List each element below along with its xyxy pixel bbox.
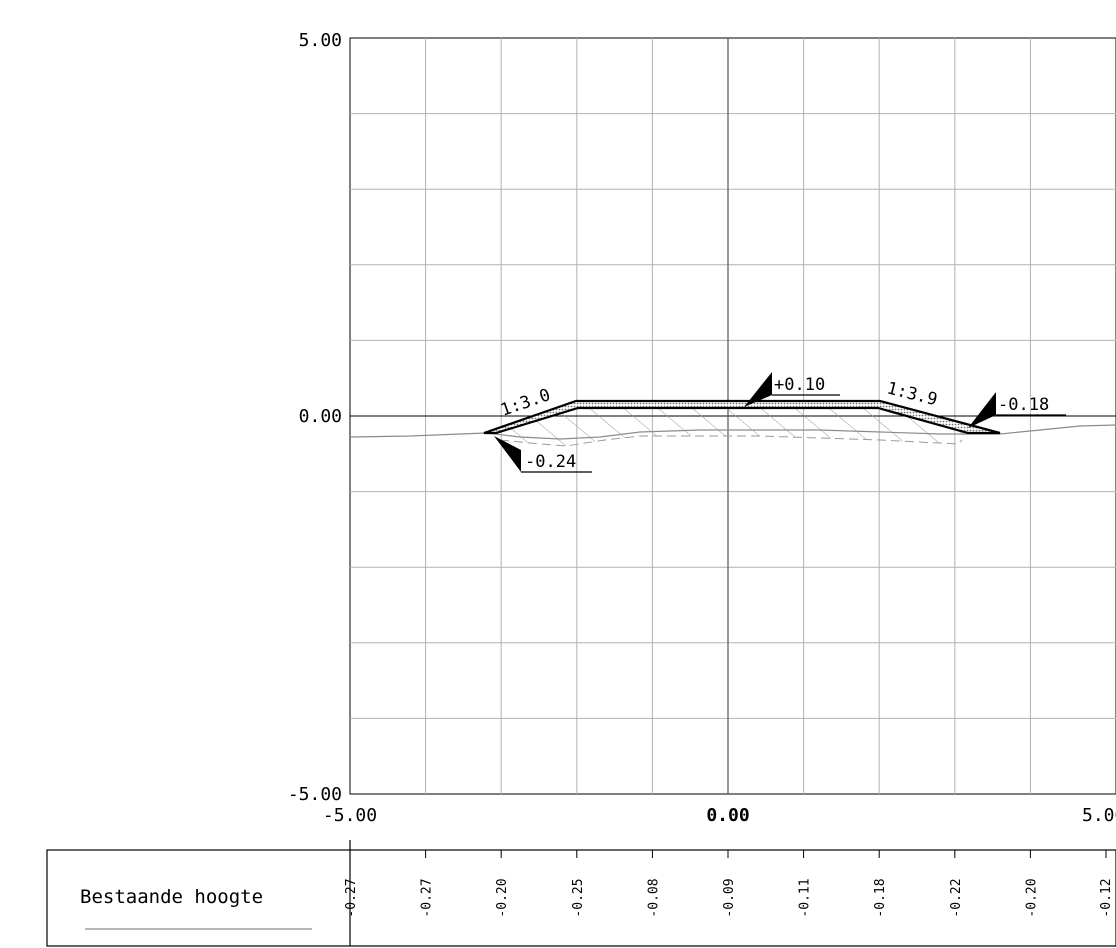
level-triangle-icon [744, 372, 772, 407]
toe-left-level-marker: -0.24 [494, 436, 592, 473]
table-value: -0.12 [1099, 878, 1114, 917]
level-triangle-icon [494, 436, 521, 472]
table-value: -0.20 [1024, 878, 1039, 917]
x-axis-center-label: 0.00 [706, 805, 749, 826]
table-value: -0.22 [949, 878, 964, 917]
design-profile-layer [483, 399, 1001, 435]
table-value: -0.27 [420, 878, 435, 917]
table-value: -0.25 [571, 878, 586, 917]
x-axis-right-label: 5.00 [1082, 805, 1116, 826]
y-axis-bottom-label: -5.00 [288, 784, 342, 805]
existing-ground-line [349, 424, 1116, 440]
toe-right-level-label: -0.18 [998, 395, 1049, 415]
table-value: -0.11 [798, 878, 813, 917]
legend-label: Bestaande hoogte [80, 886, 263, 908]
toe-left-level-label: -0.24 [525, 452, 576, 472]
y-axis-zero-label: 0.00 [299, 406, 342, 427]
table-value: -0.08 [646, 878, 661, 917]
height-table: Bestaande hoogte -0.27 -0.27 -0.20 -0.25 -0.… [46, 840, 1116, 947]
level-triangle-icon [968, 392, 996, 428]
crest-level-marker: +0.10 [744, 372, 840, 407]
existing-ground-dashed [499, 435, 963, 447]
table-cells: -0.27 -0.27 -0.20 -0.25 -0.08 -0.09 -0.11 -0.18… [344, 850, 1114, 918]
toe-right-level-marker: -0.18 [968, 392, 1066, 428]
x-axis-left-label: -5.00 [323, 805, 377, 826]
y-axis-top-label: 5.00 [299, 30, 342, 51]
table-value: -0.09 [722, 878, 737, 917]
crest-level-label: +0.10 [774, 375, 825, 395]
table-value: -0.18 [873, 878, 888, 917]
table-frame [46, 849, 1116, 947]
table-value: -0.20 [495, 878, 510, 917]
table-value: -0.27 [344, 878, 359, 917]
